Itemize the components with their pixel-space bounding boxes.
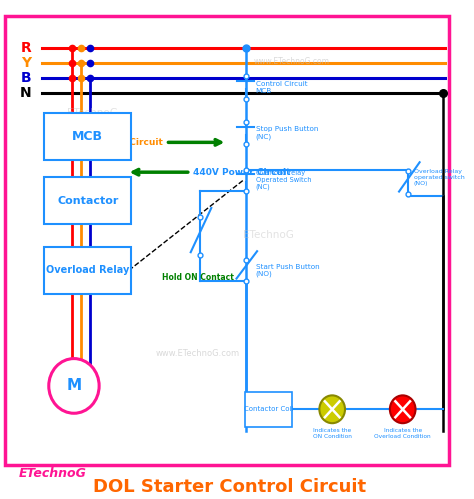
Text: 440V Power Circuit: 440V Power Circuit bbox=[193, 168, 291, 177]
Text: ETechnoG: ETechnoG bbox=[67, 107, 118, 118]
Text: Contactor Coil: Contactor Coil bbox=[244, 406, 293, 412]
Text: Indicates the
ON Condition: Indicates the ON Condition bbox=[313, 428, 352, 439]
Text: Overload Relay: Overload Relay bbox=[46, 265, 129, 275]
Circle shape bbox=[319, 395, 345, 423]
Text: Indicates the
Overload Condition: Indicates the Overload Condition bbox=[374, 428, 431, 439]
Text: Start Push Button
(NO): Start Push Button (NO) bbox=[256, 264, 319, 277]
Text: B: B bbox=[20, 71, 31, 85]
FancyBboxPatch shape bbox=[44, 177, 131, 225]
Text: R: R bbox=[20, 41, 31, 55]
Text: Stop Push Button
(NC): Stop Push Button (NC) bbox=[256, 126, 318, 140]
Text: Hold ON Contact: Hold ON Contact bbox=[162, 273, 234, 282]
Text: DOL Starter Control Circuit: DOL Starter Control Circuit bbox=[93, 478, 366, 496]
FancyBboxPatch shape bbox=[44, 247, 131, 294]
Text: N: N bbox=[20, 86, 32, 100]
Text: Contactor: Contactor bbox=[57, 196, 118, 206]
Circle shape bbox=[390, 395, 416, 423]
FancyBboxPatch shape bbox=[5, 15, 449, 466]
Text: www.ETechnoG.com: www.ETechnoG.com bbox=[254, 57, 329, 66]
Text: MCB: MCB bbox=[72, 130, 103, 143]
FancyBboxPatch shape bbox=[245, 392, 292, 427]
Circle shape bbox=[49, 359, 99, 413]
Text: M: M bbox=[66, 378, 82, 393]
Text: 230V Control Circuit: 230V Control Circuit bbox=[60, 138, 163, 147]
Text: ETechnoG: ETechnoG bbox=[243, 231, 294, 241]
Text: ΕTechnoG: ΕTechnoG bbox=[19, 468, 87, 481]
FancyBboxPatch shape bbox=[44, 113, 131, 160]
Text: www.ETechnoG.com: www.ETechnoG.com bbox=[155, 349, 240, 358]
Text: Overload Relay
operated switch
(NO): Overload Relay operated switch (NO) bbox=[414, 169, 465, 186]
Text: Y: Y bbox=[21, 56, 31, 70]
Text: Overload relay
Operated Switch
(NC): Overload relay Operated Switch (NC) bbox=[256, 170, 311, 191]
Text: Control Circuit
MCB: Control Circuit MCB bbox=[256, 81, 307, 94]
